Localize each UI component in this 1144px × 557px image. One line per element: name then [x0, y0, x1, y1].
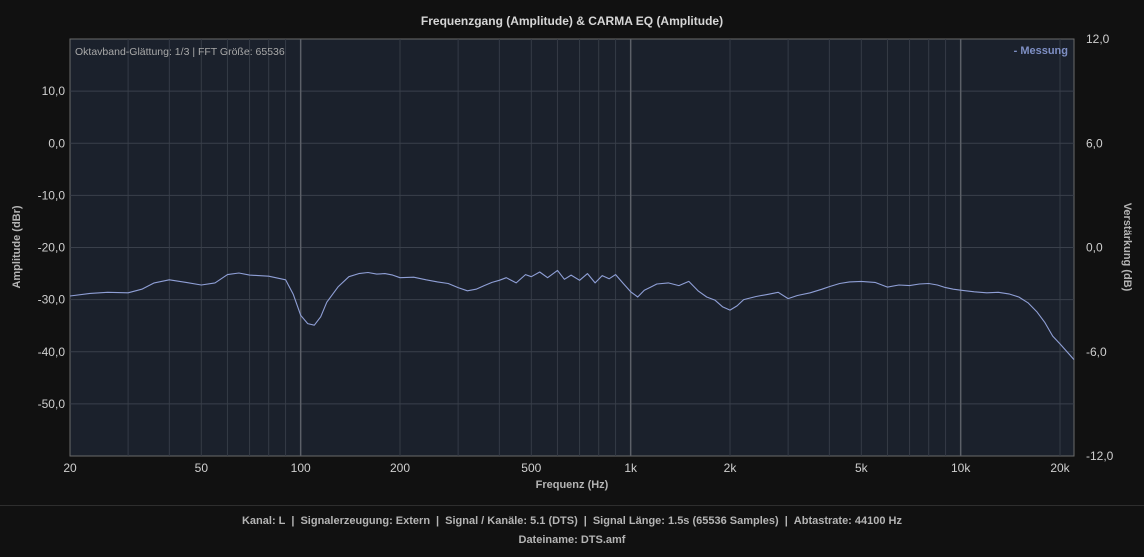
- y-tick-label: -10,0: [38, 188, 66, 202]
- x-tick-label: 2k: [724, 461, 738, 475]
- footer-separator: |: [291, 515, 295, 527]
- y-tick-label: -50,0: [38, 397, 66, 411]
- info-text: Oktavband-Glättung: 1/3 | FFT Größe: 655…: [75, 46, 285, 58]
- y2-tick-label: 0,0: [1086, 241, 1103, 255]
- x-tick-label: 100: [291, 461, 311, 475]
- y2-axis-label: Verstärkung (dB): [1121, 203, 1133, 292]
- footer-separator: |: [436, 515, 440, 527]
- footer-signal-laenge: Signal Länge: 1.5s (65536 Samples): [592, 515, 779, 527]
- x-tick-label: 200: [390, 461, 410, 475]
- y-tick-label: 10,0: [42, 84, 66, 98]
- y-tick-label: -40,0: [38, 345, 66, 359]
- series-line-messung: [69, 269, 1075, 360]
- y-tick-label: -30,0: [38, 293, 66, 307]
- y2-axis-ticks: 12,0 6,0 0,0 -6,0 -12,0: [1086, 32, 1114, 463]
- legend-entry-messung[interactable]: - Messung: [1014, 45, 1068, 57]
- x-tick-label: 20: [63, 461, 77, 475]
- y-axis-ticks: 10,0 0,0 -10,0 -20,0 -30,0 -40,0 -50,0: [38, 84, 66, 411]
- y-tick-label: -20,0: [38, 241, 66, 255]
- footer-signal-kanaele: Signal / Kanäle: 5.1 (DTS): [445, 515, 578, 527]
- x-tick-label: 5k: [855, 461, 869, 475]
- chart-title: Frequenzgang (Amplitude) & CARMA EQ (Amp…: [421, 14, 723, 28]
- x-tick-label: 1k: [624, 461, 638, 475]
- y2-tick-label: 6,0: [1086, 136, 1103, 150]
- x-tick-label: 20k: [1050, 461, 1070, 475]
- grid-minor: [70, 39, 1074, 456]
- y2-tick-label: -6,0: [1086, 345, 1107, 359]
- footer: Kanal: L | Signalerzeugung: Extern | Signal …: [0, 505, 1144, 557]
- footer-abtastrate: Abtastrate: 44100 Hz: [793, 515, 902, 527]
- footer-filename-line: Dateiname: DTS.amf: [0, 534, 1144, 546]
- y-axis-label: Amplitude (dBr): [11, 205, 23, 288]
- y2-tick-label: -12,0: [1086, 449, 1114, 463]
- x-tick-label: 10k: [951, 461, 971, 475]
- footer-dateiname: Dateiname: DTS.amf: [518, 534, 626, 546]
- y2-tick-label: 12,0: [1086, 32, 1110, 46]
- frequency-response-chart: Frequenzgang (Amplitude) & CARMA EQ (Amp…: [11, 14, 1133, 491]
- x-tick-label: 500: [521, 461, 541, 475]
- x-axis-ticks: 20 50 100 200 500 1k 2k 5k 10k 20k: [63, 461, 1070, 475]
- footer-signalerzeugung: Signalerzeugung: Extern: [300, 515, 431, 527]
- grid-major: [299, 39, 962, 456]
- x-tick-label: 50: [195, 461, 209, 475]
- footer-kanal: Kanal: L: [241, 515, 286, 527]
- footer-info-line: Kanal: L | Signalerzeugung: Extern | Signal …: [0, 515, 1144, 527]
- y-tick-label: 0,0: [48, 136, 65, 150]
- x-axis-label: Frequenz (Hz): [536, 479, 609, 491]
- footer-separator: |: [583, 515, 587, 527]
- series-layer: [69, 269, 1075, 360]
- footer-separator: |: [784, 515, 788, 527]
